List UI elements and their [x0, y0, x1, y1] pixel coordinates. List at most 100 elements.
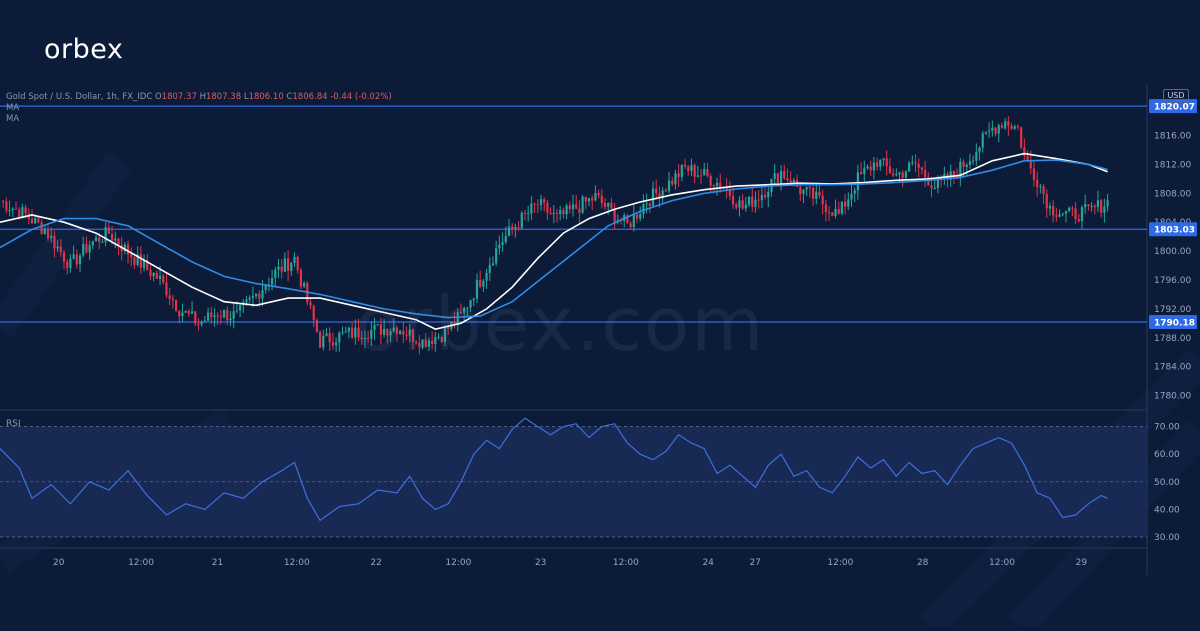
candle-up[interactable]	[114, 238, 117, 241]
candle-up[interactable]	[1106, 200, 1109, 207]
candle-down[interactable]	[655, 188, 658, 194]
candle-up[interactable]	[767, 192, 770, 198]
candle-down[interactable]	[37, 217, 40, 223]
candle-up[interactable]	[898, 172, 901, 175]
candle-up[interactable]	[443, 327, 447, 342]
candle-down[interactable]	[197, 323, 200, 325]
candle-down[interactable]	[319, 331, 322, 348]
candle-up[interactable]	[1064, 211, 1068, 214]
candle-up[interactable]	[565, 205, 568, 215]
candle-up[interactable]	[690, 165, 693, 171]
candle-down[interactable]	[219, 316, 222, 318]
candle-down[interactable]	[162, 275, 165, 283]
candle-down[interactable]	[860, 172, 863, 174]
candle-up[interactable]	[651, 188, 655, 206]
candle-up[interactable]	[341, 331, 344, 333]
candle-up[interactable]	[991, 127, 994, 131]
candle-up[interactable]	[11, 208, 14, 211]
candle-up[interactable]	[101, 241, 104, 243]
legend-ma-1[interactable]: MA	[6, 103, 20, 113]
candle-down[interactable]	[924, 169, 927, 178]
ma-line-1[interactable]	[0, 152, 1108, 330]
candle-down[interactable]	[597, 192, 600, 196]
candle-down[interactable]	[591, 198, 594, 201]
candle-up[interactable]	[571, 204, 575, 210]
candle-up[interactable]	[1004, 121, 1007, 129]
candle-down[interactable]	[155, 272, 158, 279]
candle-down[interactable]	[395, 327, 399, 334]
candle-down[interactable]	[543, 199, 546, 203]
candle-up[interactable]	[866, 166, 869, 169]
candle-up[interactable]	[408, 329, 411, 336]
candle-down[interactable]	[62, 252, 66, 262]
candle-down[interactable]	[5, 201, 8, 211]
candle-up[interactable]	[370, 329, 373, 339]
candle-down[interactable]	[1045, 193, 1048, 209]
candle-up[interactable]	[527, 213, 530, 215]
candle-up[interactable]	[594, 192, 597, 201]
candle-down[interactable]	[533, 203, 536, 205]
candle-up[interactable]	[213, 315, 216, 317]
candle-up[interactable]	[1080, 207, 1084, 222]
candle-down[interactable]	[600, 195, 603, 203]
candle-down[interactable]	[1052, 205, 1055, 216]
candle-down[interactable]	[930, 185, 933, 189]
candle-down[interactable]	[411, 329, 415, 342]
candle-down[interactable]	[1093, 205, 1096, 208]
candle-down[interactable]	[126, 244, 130, 255]
candle-up[interactable]	[911, 162, 914, 164]
candle-up[interactable]	[344, 331, 347, 333]
candle-up[interactable]	[1084, 204, 1087, 208]
candle-up[interactable]	[261, 290, 264, 299]
candle-up[interactable]	[639, 213, 642, 219]
candle-up[interactable]	[968, 161, 972, 165]
candle-down[interactable]	[30, 218, 34, 224]
candle-down[interactable]	[194, 311, 197, 324]
candle-down[interactable]	[786, 178, 789, 181]
candle-up[interactable]	[152, 272, 155, 277]
candle-up[interactable]	[270, 278, 274, 285]
candle-up[interactable]	[50, 235, 53, 239]
candle-down[interactable]	[610, 202, 613, 209]
candle-down[interactable]	[719, 182, 722, 189]
candle-down[interactable]	[431, 340, 434, 344]
candle-up[interactable]	[290, 262, 293, 271]
candle-up[interactable]	[293, 256, 296, 263]
candle-up[interactable]	[984, 131, 988, 134]
candle-down[interactable]	[168, 295, 171, 299]
candle-down[interactable]	[1087, 204, 1090, 206]
candle-up[interactable]	[485, 272, 488, 281]
candle-down[interactable]	[415, 341, 418, 344]
candle-down[interactable]	[178, 310, 181, 317]
candle-up[interactable]	[322, 335, 325, 348]
candle-down[interactable]	[258, 293, 261, 299]
candle-down[interactable]	[296, 256, 299, 271]
candle-down[interactable]	[613, 208, 616, 223]
candle-down[interactable]	[1055, 215, 1058, 217]
candle-down[interactable]	[536, 204, 539, 206]
candle-down[interactable]	[139, 254, 142, 268]
candle-down[interactable]	[549, 212, 552, 214]
candle-down[interactable]	[174, 300, 178, 311]
candle-up[interactable]	[222, 309, 226, 318]
candle-down[interactable]	[402, 331, 405, 335]
candle-down[interactable]	[843, 201, 847, 207]
candle-down[interactable]	[133, 257, 136, 266]
candle-down[interactable]	[315, 320, 319, 332]
candle-down[interactable]	[110, 233, 114, 241]
candle-up[interactable]	[539, 199, 543, 205]
currency-button[interactable]: USD	[1163, 89, 1189, 103]
candle-up[interactable]	[472, 298, 475, 301]
candle-up[interactable]	[238, 305, 242, 311]
candle-up[interactable]	[936, 177, 940, 189]
candle-down[interactable]	[226, 309, 229, 321]
candle-up[interactable]	[1013, 126, 1016, 129]
candle-down[interactable]	[575, 204, 578, 209]
candle-down[interactable]	[66, 261, 69, 269]
candle-down[interactable]	[671, 180, 674, 185]
candle-up[interactable]	[908, 162, 911, 172]
candle-up[interactable]	[552, 212, 555, 214]
candle-down[interactable]	[555, 212, 559, 215]
candle-up[interactable]	[981, 133, 984, 148]
